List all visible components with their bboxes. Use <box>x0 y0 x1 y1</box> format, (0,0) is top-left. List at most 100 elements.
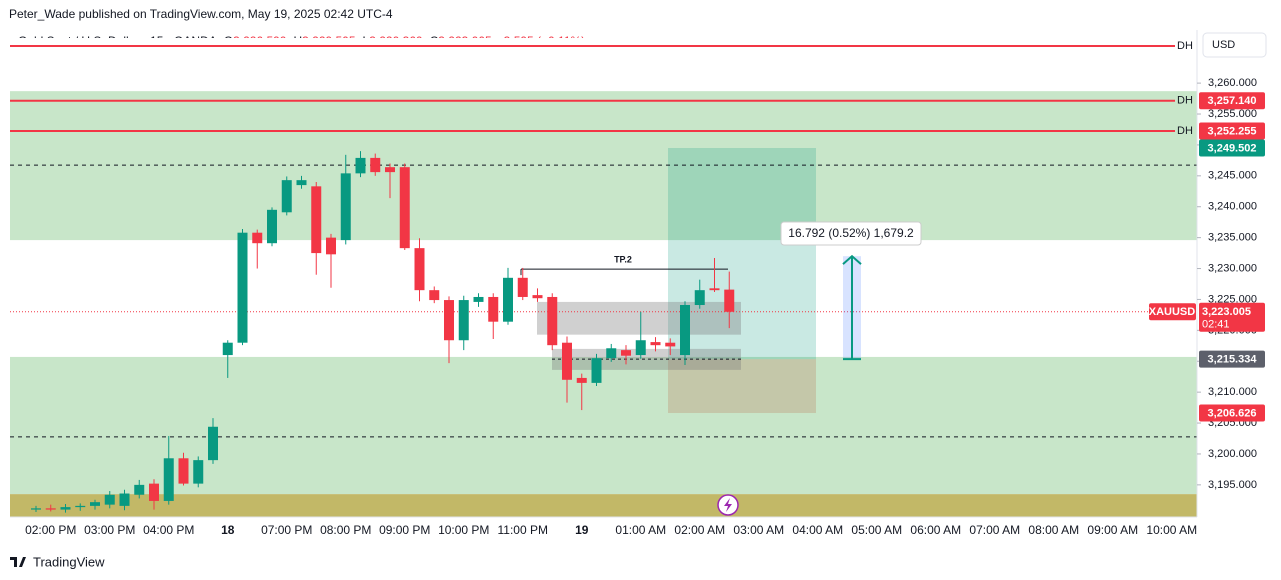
y-tick-label: 3,255.000 <box>1208 108 1257 120</box>
candle-body <box>665 342 676 347</box>
candle-body <box>591 358 602 383</box>
candle-body <box>635 340 646 356</box>
x-tick-label: 09:00 PM <box>379 523 430 537</box>
footer-logo: TradingView <box>33 554 105 569</box>
zone <box>10 494 1197 517</box>
price-line-badge-bg <box>1199 92 1265 110</box>
candle-body <box>340 173 351 241</box>
price-line-badge: 3,252.255 <box>1208 125 1257 137</box>
symbol-badge-bg <box>1149 303 1196 321</box>
x-tick-label: 07:00 AM <box>969 523 1020 537</box>
event-bolt <box>724 498 732 512</box>
entry-badge-bg <box>1199 350 1265 368</box>
currency-button <box>1202 32 1267 58</box>
y-tick-label: 3,225.000 <box>1208 293 1257 305</box>
candle-body <box>31 508 41 510</box>
x-tick-label: 04:00 PM <box>143 523 194 537</box>
current-badge-bg <box>1199 302 1265 332</box>
candle-body <box>444 300 454 341</box>
candle-body <box>222 342 233 356</box>
y-tick-label: 3,195.000 <box>1208 479 1257 491</box>
candle-body <box>621 350 631 356</box>
publish-header: Peter_Wade published on TradingView.com,… <box>9 7 393 21</box>
x-tick-label: 06:00 AM <box>910 523 961 537</box>
y-tick-label: 3,240.000 <box>1208 201 1257 213</box>
x-tick-label: 08:00 AM <box>1028 523 1079 537</box>
stop-badge-bg <box>1199 404 1265 422</box>
candle-body <box>60 507 71 510</box>
candle-body <box>355 157 366 174</box>
tp-label: TP.2 <box>614 255 632 265</box>
candle-body <box>414 248 425 291</box>
stop-area <box>668 359 816 414</box>
range-box <box>537 301 741 335</box>
line-label: DH <box>1177 125 1193 137</box>
candle-body <box>547 296 558 346</box>
candle-body <box>488 296 499 322</box>
y-tick-label: 3,260.000 <box>1208 77 1257 89</box>
zone <box>10 91 1197 241</box>
y-tick-label: 3,235.000 <box>1208 232 1257 244</box>
candle-body <box>370 157 381 173</box>
x-tick-label: 02:00 PM <box>25 523 76 537</box>
candle-body <box>90 502 100 506</box>
x-tick-label: 10:00 AM <box>1146 523 1197 537</box>
candle-body <box>296 180 307 186</box>
candle-body <box>709 288 720 291</box>
candle-body <box>458 300 469 341</box>
candle-body <box>399 167 410 249</box>
candle-body <box>134 484 145 495</box>
candle-body <box>45 508 56 510</box>
price-axis <box>1197 30 1281 545</box>
candle-body <box>503 277 513 322</box>
symbol-badge: XAUUSD <box>1149 306 1196 318</box>
candle-body <box>208 426 218 461</box>
candle-body <box>606 348 617 359</box>
measure-head <box>842 254 862 265</box>
measure-label: 16.792 (0.52%) 1,679.2 <box>788 226 914 240</box>
measure-label-box <box>780 221 922 246</box>
stop-badge: 3,206.626 <box>1208 407 1257 419</box>
candle-body <box>252 232 263 244</box>
candle-body <box>281 180 292 213</box>
logo-mark <box>10 557 26 567</box>
candle-body <box>562 342 572 380</box>
candle-body <box>650 342 661 346</box>
x-tick-label: 10:00 PM <box>438 523 489 537</box>
candle-body <box>237 232 248 343</box>
x-tick-label: 02:00 AM <box>674 523 725 537</box>
candle-body <box>385 167 395 173</box>
candle-body <box>532 295 543 299</box>
x-tick-label: 11:00 PM <box>498 523 548 537</box>
x-tick-label: 09:00 AM <box>1087 523 1138 537</box>
candle-body <box>267 209 277 244</box>
zone <box>10 356 1197 495</box>
y-tick-label: 3,210.000 <box>1208 386 1257 398</box>
current-price: 3,223.005 <box>1202 306 1251 318</box>
candle-body <box>75 505 86 508</box>
candle-body <box>724 289 735 312</box>
x-tick-label: 01:00 AM <box>615 523 666 537</box>
x-tick-label: 18 <box>221 523 235 537</box>
y-tick-label: 3,245.000 <box>1208 170 1257 182</box>
x-tick-label: 03:00 AM <box>733 523 784 537</box>
x-tick-label: 04:00 AM <box>792 523 843 537</box>
range-box <box>552 348 741 370</box>
candle-body <box>576 377 587 383</box>
candle-body <box>193 460 204 484</box>
candle-body <box>694 290 705 306</box>
x-tick-label: 03:00 PM <box>84 523 135 537</box>
candle-body <box>473 296 484 302</box>
y-tick-label: 3,200.000 <box>1208 448 1257 460</box>
line-label: DH <box>1177 40 1193 52</box>
candle-body <box>326 237 336 255</box>
target-area <box>668 148 816 360</box>
line-label: DH <box>1177 95 1193 107</box>
candle-body <box>178 458 189 484</box>
candle-body <box>429 290 440 301</box>
y-tick-label: 3,230.000 <box>1208 262 1257 274</box>
x-tick-label: 05:00 AM <box>851 523 902 537</box>
candle-body <box>104 494 115 505</box>
candle-body <box>119 493 130 506</box>
